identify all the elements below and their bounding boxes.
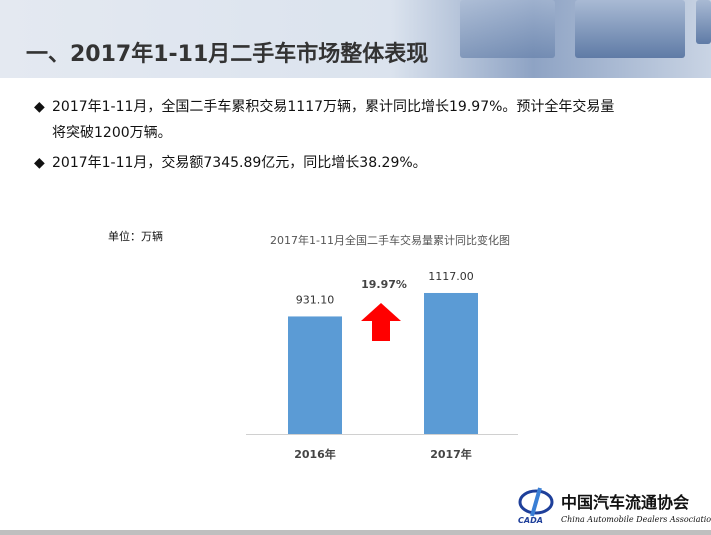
header-banner bbox=[0, 0, 711, 78]
svg-text:中国汽车流通协会: 中国汽车流通协会 bbox=[561, 493, 689, 512]
growth-annotation: 19.97% bbox=[361, 278, 407, 291]
bullet-1: ◆ 2017年1-11月，全国二手车累积交易1117万辆，累计同比增长19.97%… bbox=[34, 94, 684, 146]
page-title: 一、2017年1-11月二手车市场整体表现 bbox=[26, 42, 429, 67]
data-label: 931.10 bbox=[296, 293, 335, 306]
svg-text:China Automobile Dealers Assoc: China Automobile Dealers Association bbox=[561, 515, 711, 524]
svg-text:CADA: CADA bbox=[518, 516, 543, 525]
x-tick-label: 2016年 bbox=[294, 447, 336, 461]
footer-bar bbox=[0, 530, 711, 535]
diamond-bullet-icon: ◆ bbox=[34, 99, 45, 115]
diamond-bullet-icon: ◆ bbox=[34, 155, 45, 171]
cada-logo: CADA 中国汽车流通协会 China Automobile Dealers A… bbox=[516, 486, 711, 530]
bar bbox=[288, 316, 342, 434]
chart-title: 2017年1-11月全国二手车交易量累计同比变化图 bbox=[270, 234, 510, 247]
bullet-2: ◆ 2017年1-11月，交易额7345.89亿元，同比增长38.29%。 bbox=[34, 150, 684, 176]
unit-label: 单位：万辆 bbox=[108, 230, 163, 243]
up-arrow-icon bbox=[361, 303, 401, 341]
x-tick-label: 2017年 bbox=[430, 447, 472, 461]
bar bbox=[424, 292, 478, 434]
data-label: 1117.00 bbox=[428, 270, 474, 283]
